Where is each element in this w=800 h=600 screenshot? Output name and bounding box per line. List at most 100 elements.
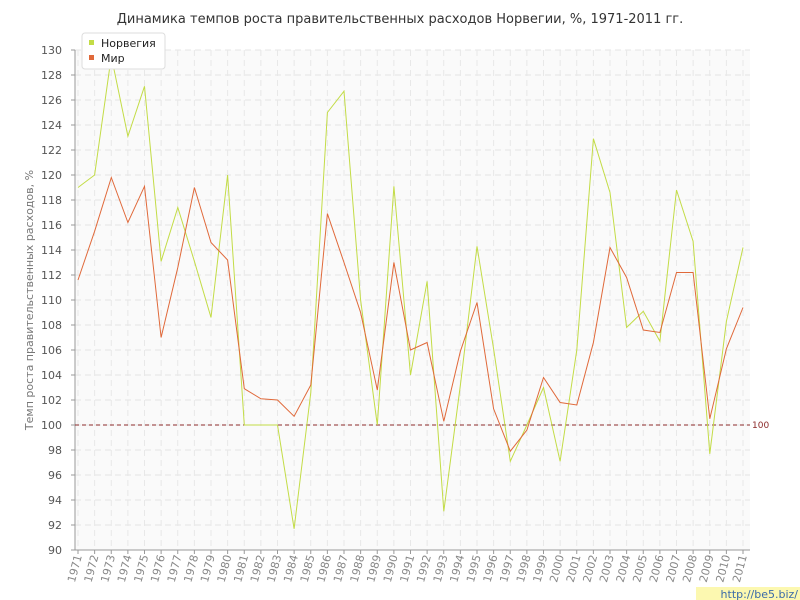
data-point[interactable] xyxy=(625,326,629,330)
data-point[interactable] xyxy=(591,137,595,141)
data-point[interactable] xyxy=(176,266,180,270)
y-tick-label: 120 xyxy=(41,169,62,182)
data-point[interactable] xyxy=(325,212,329,216)
data-point[interactable] xyxy=(442,509,446,513)
data-point[interactable] xyxy=(143,184,147,188)
data-point[interactable] xyxy=(708,417,712,421)
data-point[interactable] xyxy=(209,241,213,245)
data-point[interactable] xyxy=(309,383,313,387)
data-point[interactable] xyxy=(724,347,728,351)
data-point[interactable] xyxy=(641,328,645,332)
data-point[interactable] xyxy=(276,398,280,402)
data-point[interactable] xyxy=(342,89,346,93)
data-point[interactable] xyxy=(93,229,97,233)
y-tick-label: 106 xyxy=(41,344,62,357)
data-point[interactable] xyxy=(508,449,512,453)
data-point[interactable] xyxy=(359,298,363,302)
data-point[interactable] xyxy=(641,309,645,313)
data-point[interactable] xyxy=(342,261,346,265)
data-point[interactable] xyxy=(325,111,329,115)
reference-line-label: 100 xyxy=(752,421,769,431)
data-point[interactable] xyxy=(542,376,546,380)
data-point[interactable] xyxy=(375,423,379,427)
data-point[interactable] xyxy=(492,347,496,351)
data-point[interactable] xyxy=(458,383,462,387)
y-tick-label: 130 xyxy=(41,44,62,57)
data-point[interactable] xyxy=(309,391,313,395)
data-point[interactable] xyxy=(109,176,113,180)
data-point[interactable] xyxy=(359,311,363,315)
data-point[interactable] xyxy=(608,246,612,250)
data-point[interactable] xyxy=(226,258,230,262)
y-tick-label: 112 xyxy=(41,269,62,282)
data-point[interactable] xyxy=(575,403,579,407)
data-point[interactable] xyxy=(276,423,280,427)
data-point[interactable] xyxy=(724,319,728,323)
data-point[interactable] xyxy=(159,336,163,340)
data-point[interactable] xyxy=(93,173,97,177)
data-point[interactable] xyxy=(392,184,396,188)
data-point[interactable] xyxy=(226,173,230,177)
data-point[interactable] xyxy=(409,348,413,352)
data-point[interactable] xyxy=(492,407,496,411)
data-point[interactable] xyxy=(591,341,595,345)
data-point[interactable] xyxy=(575,348,579,352)
watermark[interactable]: http://be5.biz/ xyxy=(696,587,800,600)
data-point[interactable] xyxy=(658,331,662,335)
data-point[interactable] xyxy=(176,206,180,210)
data-point[interactable] xyxy=(475,301,479,305)
data-point[interactable] xyxy=(658,339,662,343)
watermark-link[interactable]: http://be5.biz/ xyxy=(721,588,799,600)
data-point[interactable] xyxy=(242,387,246,391)
data-point[interactable] xyxy=(741,246,745,250)
data-point[interactable] xyxy=(292,527,296,531)
data-point[interactable] xyxy=(675,271,679,275)
series-line-world[interactable] xyxy=(77,175,744,453)
data-point[interactable] xyxy=(458,349,462,353)
data-point[interactable] xyxy=(508,459,512,463)
data-point[interactable] xyxy=(708,452,712,456)
data-point[interactable] xyxy=(691,271,695,275)
data-point[interactable] xyxy=(392,261,396,265)
data-point[interactable] xyxy=(558,459,562,463)
data-point[interactable] xyxy=(409,373,413,377)
data-point[interactable] xyxy=(76,186,80,190)
data-point[interactable] xyxy=(542,386,546,390)
data-point[interactable] xyxy=(259,397,263,401)
data-point[interactable] xyxy=(475,244,479,248)
data-point[interactable] xyxy=(608,191,612,195)
y-axis-label: Темп роста правительственных расходов, % xyxy=(23,170,36,431)
legend[interactable]: Норвегия Мир xyxy=(81,32,166,70)
data-point[interactable] xyxy=(558,401,562,405)
data-point[interactable] xyxy=(259,423,263,427)
data-point[interactable] xyxy=(126,221,130,225)
data-point[interactable] xyxy=(425,279,429,283)
x-axis: 1971197219731974197519761977197819791980… xyxy=(65,549,750,584)
data-point[interactable] xyxy=(192,259,196,263)
reference-line-group: 100 xyxy=(75,421,769,431)
y-tick-label: 94 xyxy=(48,494,62,507)
data-point[interactable] xyxy=(691,239,695,243)
data-point[interactable] xyxy=(442,419,446,423)
data-point[interactable] xyxy=(425,341,429,345)
data-point[interactable] xyxy=(192,186,196,190)
grid xyxy=(75,49,750,551)
legend-label-norway[interactable]: Норвегия xyxy=(101,37,156,50)
y-tick-label: 100 xyxy=(41,419,62,432)
data-point[interactable] xyxy=(143,84,147,88)
data-point[interactable] xyxy=(375,388,379,392)
data-point[interactable] xyxy=(242,423,246,427)
watermark-background xyxy=(696,587,800,600)
data-point[interactable] xyxy=(126,134,130,138)
data-point[interactable] xyxy=(741,306,745,310)
legend-label-world[interactable]: Мир xyxy=(101,52,125,65)
data-point[interactable] xyxy=(209,316,213,320)
y-tick-label: 90 xyxy=(48,544,62,557)
data-point[interactable] xyxy=(675,188,679,192)
series-line-norway[interactable] xyxy=(77,56,744,529)
data-point[interactable] xyxy=(292,414,296,418)
data-point[interactable] xyxy=(76,278,80,282)
data-point[interactable] xyxy=(159,259,163,263)
data-point[interactable] xyxy=(625,276,629,280)
data-point[interactable] xyxy=(525,428,529,432)
